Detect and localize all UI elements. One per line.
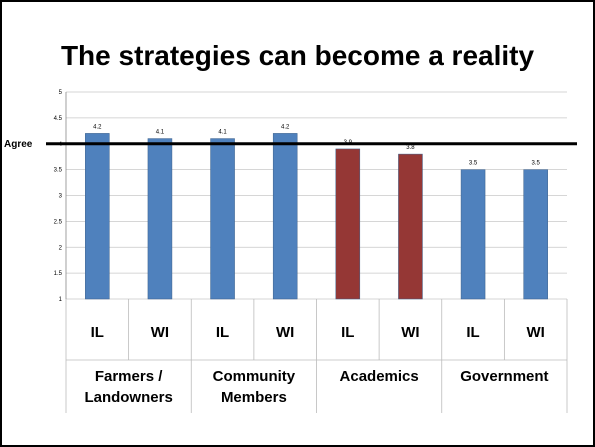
bar — [523, 169, 548, 300]
bar — [460, 169, 486, 300]
y-tick-label: 3.5 — [54, 168, 63, 174]
y-tick-label: 4.5 — [54, 116, 63, 122]
x-subcategory-label: IL — [216, 324, 229, 341]
bar — [272, 133, 298, 300]
x-group-label: Members — [221, 389, 287, 406]
slide-title: The strategies can become a reality — [60, 40, 535, 71]
bar-data-label: 4.1 — [156, 130, 165, 136]
y-tick-label: 5 — [59, 90, 63, 96]
x-group-label: Academics — [340, 368, 419, 385]
x-group-label: Government — [460, 368, 548, 385]
y-tick-label: 2 — [59, 245, 63, 251]
bar — [147, 138, 173, 300]
x-subcategory-label: WI — [401, 324, 419, 341]
x-group-label: Farmers / — [95, 368, 163, 385]
bar-data-label: 3.5 — [469, 161, 478, 167]
bar-data-label: 3.5 — [532, 161, 541, 167]
agree-label: Agree — [4, 139, 33, 150]
x-group-label: Community — [213, 368, 296, 385]
bar-data-label: 3.8 — [406, 145, 415, 151]
bar — [398, 153, 423, 300]
y-tick-label: 3 — [59, 194, 63, 200]
x-subcategory-label: WI — [151, 324, 169, 341]
y-tick-label: 1 — [59, 297, 63, 303]
y-tick-label: 1.5 — [54, 271, 63, 277]
x-subcategory-label: IL — [91, 324, 104, 341]
x-subcategory-label: WI — [527, 324, 545, 341]
y-tick-label: 2.5 — [54, 219, 63, 225]
x-subcategory-label: IL — [341, 324, 354, 341]
x-subcategory-label: IL — [466, 324, 479, 341]
bar-data-label: 4.2 — [281, 124, 290, 130]
x-subcategory-label: WI — [276, 324, 294, 341]
bar-data-label: 4.1 — [218, 130, 227, 136]
bar — [335, 148, 361, 300]
x-group-label: Landowners — [84, 389, 172, 406]
bar-data-label: 4.2 — [93, 124, 102, 130]
bar — [85, 133, 110, 300]
bar — [210, 138, 235, 300]
